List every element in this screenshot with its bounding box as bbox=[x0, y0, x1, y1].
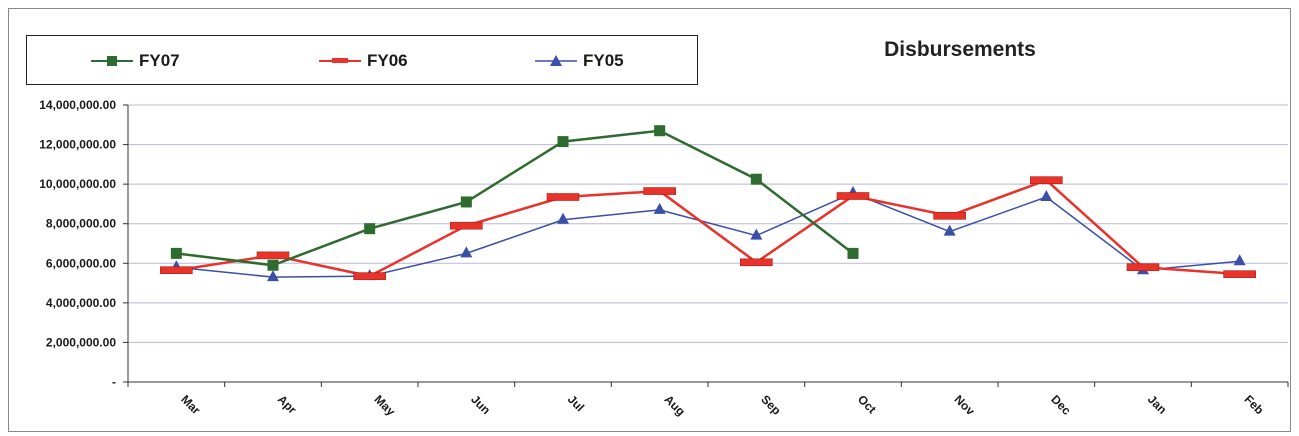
legend-label-fy07: FY07 bbox=[139, 51, 180, 70]
chart-title: Disbursements bbox=[884, 38, 1036, 61]
series-line-fy06 bbox=[176, 178, 1240, 278]
data-point-fy07 bbox=[557, 136, 569, 148]
data-point-fy05 bbox=[557, 212, 569, 224]
data-point-fy07 bbox=[170, 247, 182, 259]
x-tick-label: Aug bbox=[662, 392, 688, 418]
x-tick-label: Sep bbox=[758, 392, 783, 417]
data-point-fy06 bbox=[836, 192, 870, 200]
data-point-fy06 bbox=[256, 251, 290, 260]
y-tick-label: 4,000,000.00 bbox=[46, 296, 116, 310]
data-point-fy07 bbox=[750, 173, 762, 185]
data-point-fy06 bbox=[353, 272, 386, 280]
x-tick-label: Feb bbox=[1242, 392, 1267, 417]
legend-item-fy06: FY06 bbox=[319, 49, 408, 73]
data-point-fy06 bbox=[1126, 263, 1160, 272]
x-tick-label: May bbox=[372, 392, 399, 419]
x-tick-label: Jun bbox=[468, 392, 493, 417]
data-point-fy06 bbox=[933, 212, 966, 220]
data-point-fy07 bbox=[267, 259, 279, 271]
data-point-fy06 bbox=[546, 193, 580, 201]
y-tick-label: 2,000,000.00 bbox=[46, 335, 116, 349]
legend-swatch-fy05 bbox=[535, 55, 577, 66]
y-tick-label: 6,000,000.00 bbox=[46, 256, 116, 270]
data-point-fy07 bbox=[654, 125, 666, 137]
legend-swatch-fy07 bbox=[91, 56, 133, 66]
legend-swatch-fy06 bbox=[319, 58, 361, 63]
data-point-fy07 bbox=[460, 196, 472, 208]
data-point-fy06 bbox=[1030, 176, 1063, 184]
data-point-fy07 bbox=[364, 223, 376, 235]
data-point-fy06 bbox=[643, 187, 676, 195]
y-tick-label: 8,000,000.00 bbox=[46, 217, 116, 231]
y-tick-label: 12,000,000.00 bbox=[39, 138, 116, 152]
data-point-fy07 bbox=[847, 247, 859, 259]
y-tick-label: - bbox=[112, 375, 116, 389]
data-point-fy05 bbox=[267, 270, 279, 282]
data-point-fy05 bbox=[750, 228, 763, 240]
data-point-fy05 bbox=[653, 202, 666, 214]
x-tick-label: Oct bbox=[855, 392, 879, 416]
x-tick-label: Jul bbox=[565, 392, 587, 414]
data-point-fy05 bbox=[1040, 190, 1053, 202]
data-point-fy05 bbox=[1233, 254, 1246, 266]
series-line-fy05 bbox=[176, 192, 1240, 278]
legend-label-fy06: FY06 bbox=[367, 51, 408, 70]
data-point-fy06 bbox=[740, 258, 773, 267]
x-tick-label: Nov bbox=[952, 392, 978, 418]
chart-legend: FY07 FY06 FY05 bbox=[26, 35, 698, 85]
data-point-fy06 bbox=[1223, 270, 1256, 278]
x-tick-label: Apr bbox=[275, 392, 300, 417]
data-point-fy05 bbox=[460, 246, 473, 258]
y-tick-label: 10,000,000.00 bbox=[39, 177, 116, 191]
data-point-fy06 bbox=[160, 266, 193, 275]
data-point-fy06 bbox=[450, 221, 483, 230]
legend-label-fy05: FY05 bbox=[583, 51, 624, 70]
x-tick-label: Mar bbox=[178, 392, 203, 417]
x-tick-label: Dec bbox=[1048, 392, 1074, 418]
data-point-fy05 bbox=[943, 224, 956, 236]
x-tick-label: Jan bbox=[1145, 392, 1170, 417]
legend-item-fy07: FY07 bbox=[91, 49, 180, 73]
y-tick-label: 14,000,000.00 bbox=[39, 98, 116, 112]
series-line-fy07 bbox=[176, 129, 854, 267]
legend-item-fy05: FY05 bbox=[535, 49, 624, 73]
